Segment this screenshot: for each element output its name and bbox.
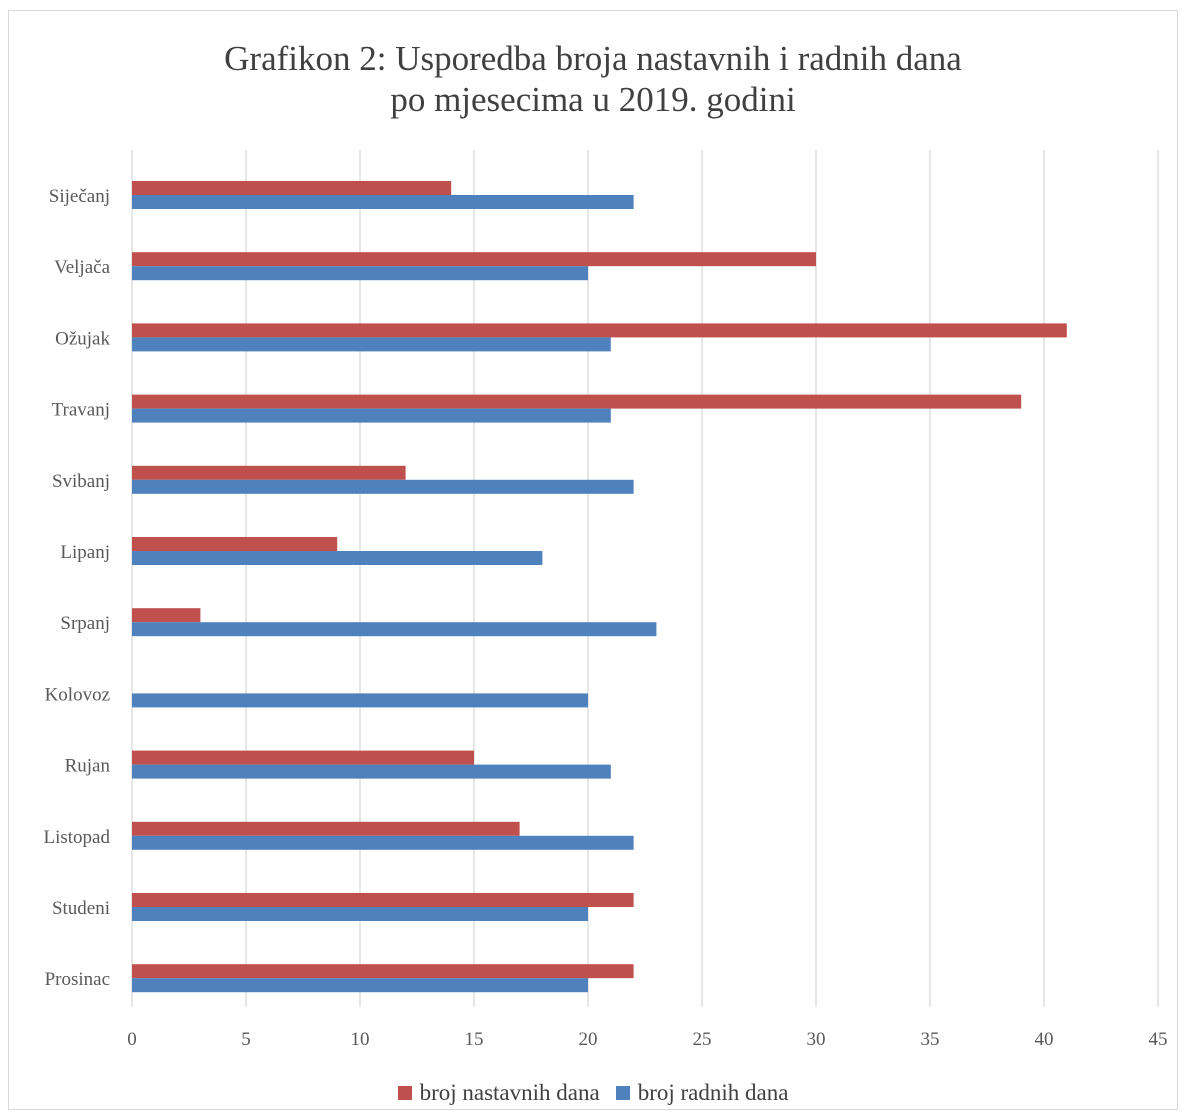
x-tick-label: 45 [1149, 1029, 1168, 1050]
bar-nastavni-dani [132, 465, 406, 480]
x-tick-label: 30 [807, 1029, 826, 1050]
bar-radni-dani [132, 978, 588, 993]
legend-swatch-radni [615, 1086, 630, 1100]
bar-nastavni-dani [132, 750, 474, 765]
category-label: Siječanj [49, 186, 110, 207]
legend-item-radni: broj radnih dana [615, 1080, 789, 1106]
category-label: Prosinac [45, 969, 110, 990]
bar-nastavni-dani [132, 394, 1022, 409]
x-axis-tick-labels: 0 5 10 15 20 25 30 35 40 45 [127, 1029, 1167, 1050]
category-labels: Siječanj Veljača Ožujak Travanj Svibanj Lipan… [44, 186, 111, 990]
bar-nastavni-dani [132, 821, 520, 836]
bar-radni-dani [132, 622, 657, 637]
bars [132, 181, 1067, 993]
bar-radni-dani [132, 907, 588, 921]
gridlines [131, 150, 1159, 1007]
category-label: Lipanj [60, 542, 110, 563]
bar-nastavni-dani [132, 323, 1067, 338]
bar-radni-dani [132, 266, 588, 281]
category-label: Ožujak [55, 328, 110, 349]
bar-radni-dani [132, 195, 634, 209]
bar-radni-dani [132, 337, 611, 352]
category-label: Travanj [52, 400, 110, 421]
bar-nastavni-dani [132, 893, 634, 907]
legend: broj nastavnih dana broj radnih dana [0, 1078, 1186, 1108]
category-label: Veljača [54, 257, 110, 278]
x-tick-label: 5 [241, 1029, 251, 1050]
legend-label-nastavni: broj nastavnih dana [419, 1080, 600, 1105]
bar-nastavni-dani [132, 252, 816, 267]
bar-nastavni-dani [132, 537, 338, 551]
bar-nastavni-dani [132, 964, 634, 979]
x-tick-label: 0 [127, 1029, 137, 1050]
x-tick-label: 10 [351, 1029, 370, 1050]
bar-radni-dani [132, 835, 634, 850]
x-tick-label: 40 [1035, 1029, 1054, 1050]
legend-swatch-nastavni [397, 1086, 412, 1100]
bar-radni-dani [132, 764, 611, 779]
bar-nastavni-dani [132, 608, 201, 623]
chart-title-line-1: Grafikon 2: Usporedba broja nastavnih i … [224, 39, 962, 78]
category-label: Svibanj [52, 471, 110, 492]
bar-radni-dani [132, 408, 611, 423]
legend-item-nastavni: broj nastavnih dana [397, 1080, 600, 1106]
bar-radni-dani [132, 479, 634, 494]
x-tick-label: 35 [921, 1029, 940, 1050]
chart-title: Grafikon 2: Usporedba broja nastavnih i … [0, 38, 1186, 120]
x-tick-label: 25 [693, 1029, 712, 1050]
category-label: Kolovoz [45, 684, 110, 705]
category-label: Rujan [65, 756, 111, 777]
x-tick-label: 20 [579, 1029, 598, 1050]
legend-label-radni: broj radnih dana [637, 1080, 789, 1105]
bar-radni-dani [132, 693, 588, 708]
chart-title-line-2: po mjesecima u 2019. godini [390, 80, 796, 119]
bar-nastavni-dani [132, 181, 452, 195]
category-label: Srpanj [60, 613, 110, 634]
category-label: Studeni [52, 898, 110, 919]
category-label: Listopad [44, 827, 111, 848]
bar-radni-dani [132, 551, 543, 565]
x-tick-label: 15 [465, 1029, 484, 1050]
